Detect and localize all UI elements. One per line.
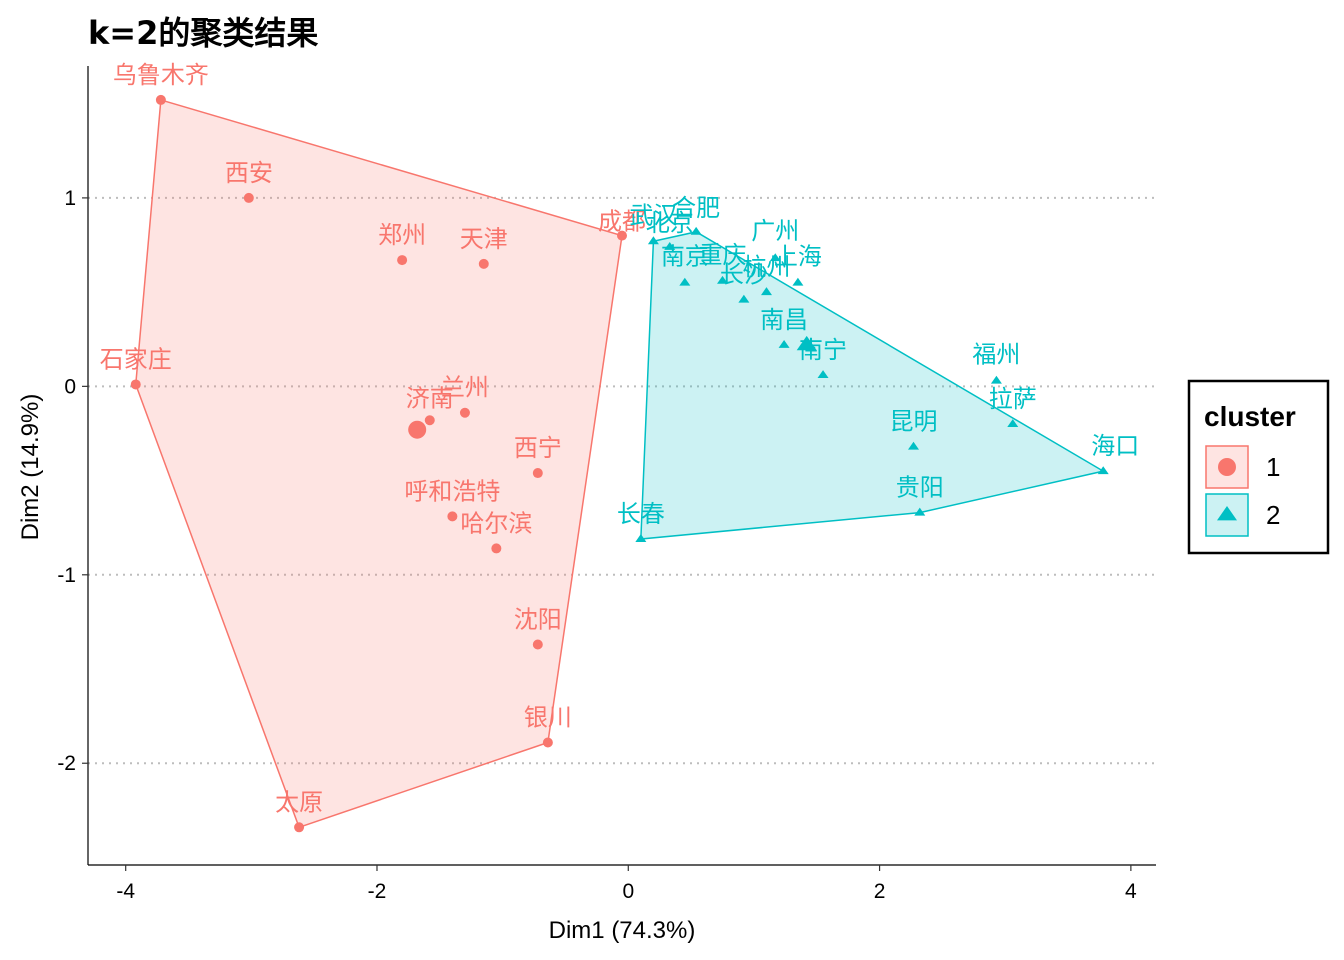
point-label: 南京	[661, 243, 709, 271]
point-兰州	[459, 407, 470, 418]
point-label: 西安	[225, 159, 273, 187]
legend-label: 1	[1266, 452, 1280, 482]
point-label: 拉萨	[989, 385, 1037, 413]
point-label: 昆明	[890, 408, 938, 436]
point-label: 太原	[275, 788, 323, 816]
legend-items: 12	[1205, 445, 1280, 537]
x-tick-label: -4	[116, 880, 135, 903]
point-label: 成都	[598, 208, 646, 236]
point-label: 重庆	[699, 241, 747, 269]
point-label: 郑州	[378, 221, 426, 249]
x-tick-label: 2	[874, 880, 886, 903]
x-axis-ticks: -4 -2 0 2 4	[116, 865, 1137, 903]
point-贵阳	[914, 507, 926, 516]
chart-title: k=2的聚类结果	[88, 14, 318, 52]
legend-box	[1187, 379, 1330, 555]
cluster-hulls	[134, 98, 1106, 829]
point-西安	[243, 192, 254, 203]
point-武汉	[647, 236, 659, 245]
point-label: 贵阳	[896, 474, 944, 502]
point-label: 西宁	[514, 434, 562, 462]
cluster-2-center	[796, 335, 817, 351]
point-南宁	[817, 370, 829, 379]
point-西宁	[532, 468, 543, 479]
point-label: 北京	[646, 209, 694, 237]
point-南昌	[778, 339, 790, 348]
point-银川	[542, 737, 553, 748]
cluster-2-hull	[640, 231, 1106, 540]
point-label: 银川	[524, 704, 572, 732]
y-axis-ticks: -2 -1 0 1	[57, 187, 88, 775]
point-上海	[792, 277, 804, 286]
point-label: 杭州	[742, 253, 790, 281]
point-长沙	[738, 294, 750, 303]
point-济南	[424, 415, 435, 426]
y-tick-label: 1	[64, 187, 76, 210]
legend: cluster 12	[1187, 379, 1330, 555]
point-label: 合肥	[672, 194, 720, 222]
point-label: 济南	[406, 384, 454, 412]
point-label: 乌鲁木齐	[113, 61, 209, 89]
point-label: 上海	[774, 243, 822, 271]
y-axis-title: Dim2 (14.9%)	[17, 394, 44, 541]
point-石家庄	[130, 379, 141, 390]
point-label: 海口	[1091, 432, 1139, 460]
point-label: 武汉	[629, 201, 677, 229]
point-label: 长沙	[720, 261, 768, 289]
point-郑州	[397, 255, 408, 266]
point-福州	[990, 375, 1002, 384]
point-成都	[617, 230, 627, 241]
legend-title: cluster	[1204, 401, 1296, 432]
x-tick-label: 0	[622, 880, 634, 903]
point-南京	[679, 277, 691, 286]
point-哈尔滨	[491, 543, 502, 554]
point-label: 石家庄	[100, 345, 172, 373]
point-海口	[1097, 466, 1109, 475]
point-昆明	[908, 441, 920, 450]
point-杭州	[760, 287, 772, 296]
point-沈阳	[532, 639, 543, 650]
legend-marker-triangle	[1217, 506, 1237, 521]
point-label: 南昌	[760, 306, 808, 334]
point-label: 天津	[460, 225, 508, 253]
point-重庆	[717, 275, 729, 284]
legend-label: 2	[1266, 500, 1280, 530]
point-label: 哈尔滨	[460, 509, 532, 537]
point-广州	[769, 253, 781, 262]
point-label: 沈阳	[514, 606, 562, 634]
point-label: 南宁	[799, 336, 847, 364]
point-乌鲁木齐	[155, 94, 166, 105]
legend-marker-circle	[1218, 458, 1236, 476]
y-tick-label: -2	[57, 752, 76, 775]
cluster-1-hull	[134, 98, 623, 829]
point-呼和浩特	[447, 511, 458, 522]
y-tick-label: 0	[64, 375, 76, 398]
point-label: 福州	[972, 341, 1020, 369]
point-拉萨	[1007, 419, 1019, 428]
point-长春	[635, 534, 647, 542]
point-太原	[294, 822, 305, 833]
gridlines	[88, 196, 1156, 765]
x-axis-title: Dim1 (74.3%)	[549, 917, 696, 944]
x-tick-label: 4	[1125, 880, 1137, 903]
point-北京	[664, 241, 676, 250]
x-tick-label: -2	[368, 880, 387, 903]
data-points	[130, 94, 1109, 833]
cluster-1-center	[408, 420, 427, 439]
point-label: 长春	[617, 500, 665, 528]
point-label: 兰州	[441, 374, 489, 402]
point-天津	[478, 258, 489, 269]
point-合肥	[690, 226, 702, 235]
point-label: 呼和浩特	[404, 477, 500, 505]
y-tick-label: -1	[57, 564, 76, 587]
point-label: 广州	[751, 217, 799, 245]
